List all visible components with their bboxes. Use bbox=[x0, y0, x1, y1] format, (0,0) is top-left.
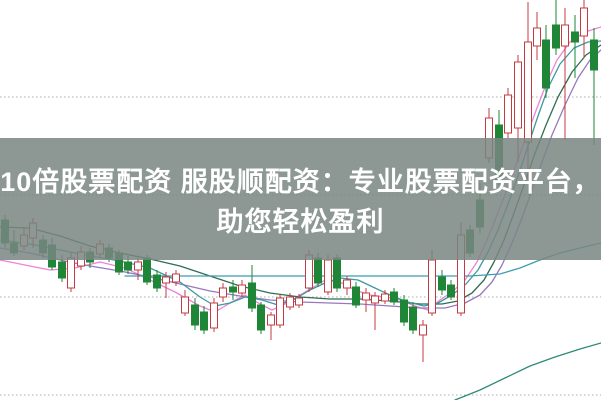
candle-42-body bbox=[400, 299, 408, 323]
candle-53-body bbox=[504, 94, 512, 134]
candle-56-body bbox=[533, 27, 541, 47]
candle-45-body bbox=[428, 259, 436, 314]
candle-25-body bbox=[238, 284, 246, 294]
candle-44-body bbox=[419, 324, 427, 336]
candle-61-body bbox=[580, 7, 588, 37]
promo-banner: 10倍股票配资 服股顺配资：专业股票配资平台， 助您轻松盈利 bbox=[0, 138, 601, 260]
candle-37-body bbox=[352, 286, 360, 306]
candle-40-body bbox=[381, 293, 389, 302]
candle-38-body bbox=[362, 292, 370, 301]
candle-62-body bbox=[590, 39, 598, 71]
candle-35-body bbox=[333, 257, 341, 289]
candle-59-body bbox=[561, 24, 569, 47]
candle-31-body bbox=[295, 297, 303, 306]
candle-19-body bbox=[181, 296, 189, 314]
candle-24-body bbox=[229, 286, 237, 293]
candle-58-body bbox=[552, 24, 560, 49]
ma-sea-green-slow bbox=[454, 342, 601, 400]
candle-7-body bbox=[67, 257, 75, 289]
candle-47-body bbox=[447, 284, 455, 298]
candle-54-body bbox=[514, 61, 522, 129]
candle-36-body bbox=[343, 279, 351, 289]
candle-15-body bbox=[143, 257, 151, 283]
candle-17-body bbox=[162, 276, 170, 284]
candle-18-body bbox=[172, 273, 180, 283]
promo-banner-line2: 助您轻松盈利 bbox=[216, 207, 385, 237]
candle-60-body bbox=[571, 31, 579, 43]
candle-43-body bbox=[409, 306, 417, 331]
candle-57-body bbox=[542, 39, 550, 89]
candle-23-body bbox=[219, 287, 227, 298]
promo-banner-line1: 10倍股票配资 服股顺配资：专业股票配资平台， bbox=[0, 167, 601, 197]
candle-21-body bbox=[200, 311, 208, 331]
candle-46-body bbox=[438, 276, 446, 291]
candle-14-body bbox=[134, 261, 142, 271]
candle-39-body bbox=[371, 295, 379, 304]
candle-33-body bbox=[314, 257, 322, 284]
candle-22-body bbox=[210, 302, 218, 329]
candle-28-body bbox=[267, 314, 275, 326]
candle-16-body bbox=[153, 274, 161, 289]
candle-30-body bbox=[286, 296, 294, 308]
candle-27-body bbox=[257, 304, 265, 331]
candle-55-body bbox=[524, 41, 532, 143]
candle-26-body bbox=[248, 282, 256, 309]
candle-34-body bbox=[324, 259, 332, 293]
candle-6-body bbox=[58, 261, 66, 279]
candle-29-body bbox=[276, 297, 284, 326]
candle-20-body bbox=[191, 304, 199, 326]
candle-41-body bbox=[390, 291, 398, 303]
candle-13-body bbox=[124, 261, 132, 271]
